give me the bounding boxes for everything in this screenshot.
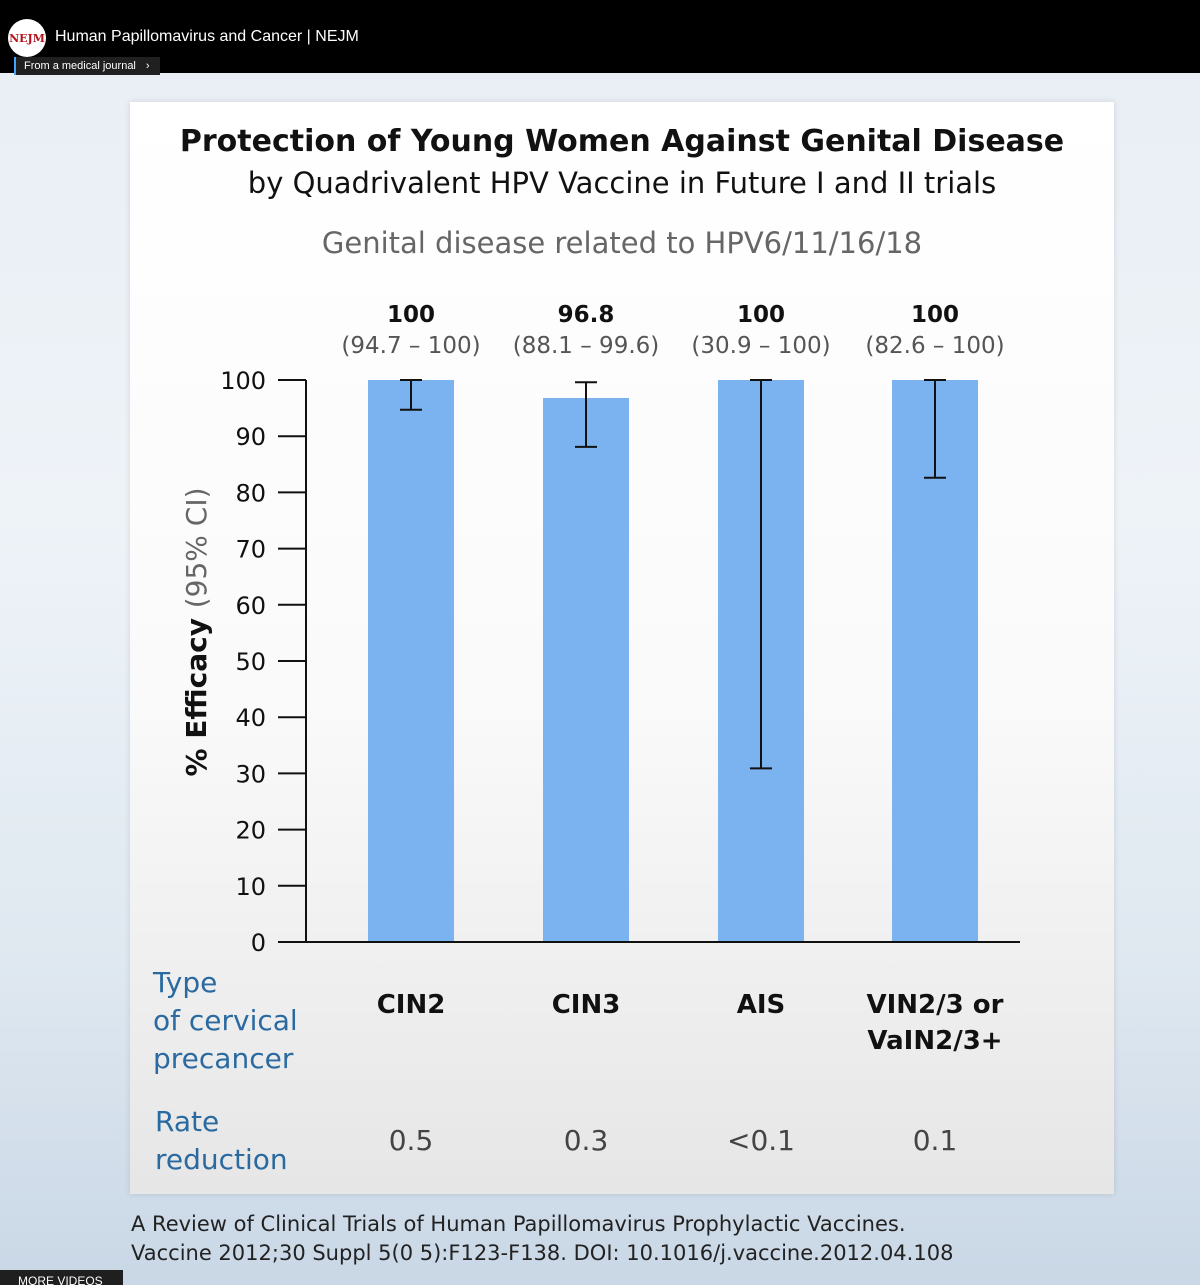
type-label-line: Type: [153, 966, 218, 999]
citation-line: A Review of Clinical Trials of Human Pap…: [131, 1212, 906, 1236]
y-tick-label: 20: [235, 817, 266, 845]
video-title[interactable]: Human Papillomavirus and Cancer | NEJM: [55, 28, 359, 45]
type-label-line: precancer: [153, 1042, 294, 1075]
bar-0: [368, 380, 454, 942]
y-tick-label: 50: [235, 648, 266, 676]
efficacy-bar-chart: 0 10 20 30 40 50 60 70 80 90 100 100 96.8 100 100 (94.7…: [180, 302, 1020, 1157]
video-top-bar: NEJM Human Papillomavirus and Cancer | N…: [0, 0, 1200, 75]
data-label: 100: [911, 302, 959, 328]
slide-title-line2: by Quadrivalent HPV Vaccine in Future I …: [247, 166, 997, 200]
y-tick-label: 90: [235, 423, 266, 451]
y-tick-label: 100: [220, 367, 266, 395]
y-axis-label-bold: % Efficacy: [180, 608, 213, 776]
type-label: Type of cervical precancer: [153, 964, 298, 1078]
y-tick-label: 40: [235, 704, 266, 732]
slide: Protection of Young Women Against Genita…: [130, 102, 1114, 1194]
y-tick-label: 80: [235, 479, 266, 507]
ci-label: (94.7 – 100): [341, 333, 480, 359]
source-chip-label: From a medical journal: [24, 60, 136, 72]
category-label: VaIN2/3+: [867, 1026, 1002, 1056]
rate-reduction-value: 0.1: [913, 1124, 958, 1157]
y-axis-label-light: (95% CI): [180, 487, 213, 608]
citation-line: Vaccine 2012;30 Suppl 5(0 5):F123-F138. …: [131, 1241, 954, 1265]
rate-reduction-value: 0.5: [389, 1124, 434, 1157]
category-label: VIN2/3 or: [867, 990, 1004, 1020]
data-label: 100: [737, 302, 785, 328]
rate-label-line: reduction: [155, 1143, 288, 1176]
y-tick-label: 10: [235, 873, 266, 901]
source-chip[interactable]: From a medical journal ›: [14, 57, 160, 75]
type-label-line: of cervical: [153, 1004, 298, 1037]
channel-logo[interactable]: NEJM: [8, 19, 46, 57]
slide-subtitle: Genital disease related to HPV6/11/16/18: [321, 226, 923, 260]
rate-reduction-value: 0.3: [564, 1124, 609, 1157]
rate-reduction-value: <0.1: [727, 1124, 795, 1157]
category-label: CIN3: [552, 990, 621, 1020]
category-label: AIS: [737, 990, 786, 1020]
y-tick-label: 0: [251, 929, 266, 957]
rate-label-line: Rate: [155, 1105, 220, 1138]
slide-title: Protection of Young Women Against Genita…: [179, 124, 1065, 159]
chevron-right-icon: ›: [145, 60, 150, 72]
rate-reduction-label: Rate reduction: [155, 1103, 288, 1179]
ci-label: (30.9 – 100): [691, 333, 830, 359]
y-tick-label: 30: [235, 760, 266, 788]
bar-1: [543, 397, 629, 942]
data-label: 100: [387, 302, 435, 328]
y-tick-label: 60: [235, 592, 266, 620]
more-videos-button[interactable]: MORE VIDEOS: [0, 1270, 123, 1285]
ci-label: (82.6 – 100): [865, 333, 1004, 359]
ci-label: (88.1 – 99.6): [513, 333, 660, 359]
y-axis-label: % Efficacy (95% CI): [180, 487, 213, 776]
category-label: CIN2: [377, 990, 446, 1020]
y-tick-label: 70: [235, 536, 266, 564]
citation: A Review of Clinical Trials of Human Pap…: [131, 1210, 953, 1268]
data-label: 96.8: [558, 302, 615, 328]
